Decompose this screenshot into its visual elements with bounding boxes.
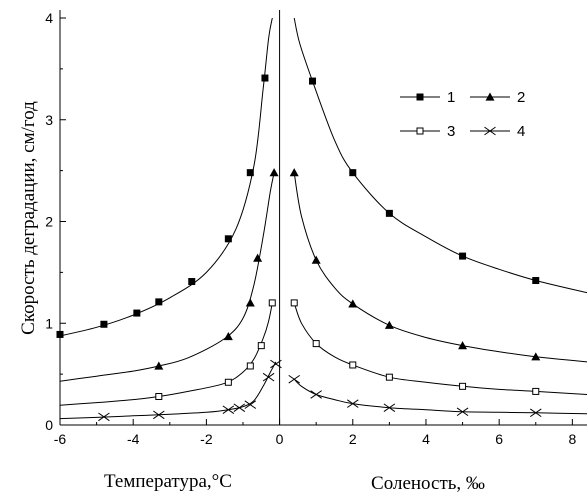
legend-label-3: 3 [447, 123, 455, 140]
tick-labels-layer: 0 1 2 3 4 -6 -4 -2 0 2 4 6 8 [45, 10, 576, 447]
x-axis-label-left: Температура,°C [104, 471, 232, 492]
series-3-point-10 [532, 387, 540, 395]
series-2-point-10 [531, 352, 541, 361]
series-1-point-10 [385, 209, 393, 217]
series-2-point-3 [253, 253, 263, 262]
legend: 1 2 3 4 [400, 89, 525, 140]
series-4-point-4-stroke-b [244, 400, 257, 409]
series-4-point-12-stroke-b [529, 408, 542, 418]
series-4-point-8 [310, 390, 322, 399]
series-1-curve-right [293, 18, 587, 294]
series-3-point-4 [268, 299, 276, 307]
series-3-point-2 [246, 362, 254, 370]
y-axis-label: Скорость деградации, см/год [18, 101, 39, 335]
series-4-point-7-stroke-b [288, 374, 301, 384]
series-1-point-7 [261, 74, 269, 82]
series-2-point-8 [384, 320, 394, 329]
legend-marker-2 [485, 92, 495, 101]
series-2-point-0 [154, 361, 164, 370]
series-2-curve-right [293, 172, 587, 363]
series-4-point-0-stroke-b [98, 412, 110, 422]
series-2-point-1 [223, 331, 233, 341]
series-3-point-9 [459, 382, 467, 390]
series-3-point-8 [385, 373, 393, 381]
series-3-point-3 [257, 342, 265, 350]
x-tick-label--6: -6 [54, 431, 67, 447]
x-tick-label-4: 4 [422, 431, 430, 447]
series-1-point-6 [246, 169, 254, 177]
series-4-point-5-stroke-b [262, 372, 275, 382]
y-tick-label-3: 3 [45, 112, 53, 128]
series-1-point-2 [133, 309, 141, 317]
series-2-point-7 [348, 299, 358, 308]
series-1-point-5 [224, 235, 232, 243]
series-4-point-11-stroke-b [456, 407, 469, 417]
series-1-point-9 [349, 169, 357, 177]
series-2-curve-left [60, 172, 275, 382]
legend-marker-1 [416, 93, 424, 101]
series-2-point-6 [311, 255, 321, 264]
x-axis-label-right: Соленость, ‰ [371, 473, 485, 494]
series-4-point-4 [244, 400, 257, 409]
series-4-point-2 [222, 405, 235, 414]
series-3-point-1 [224, 378, 232, 386]
curves-layer [60, 18, 587, 420]
series-2-point-9 [458, 341, 468, 350]
series-3-point-7 [349, 361, 357, 369]
series-4-point-9-stroke-b [346, 399, 359, 408]
series-1-point-1 [100, 320, 108, 328]
y-tick-label-2: 2 [45, 214, 53, 230]
series-4-point-8-stroke-b [310, 390, 322, 399]
legend-marker-4 [484, 126, 496, 136]
series-4-point-1-stroke-b [153, 410, 165, 420]
axes-layer [59, 10, 587, 426]
series-4-point-10-stroke-b [383, 403, 396, 412]
series-4-point-3 [233, 403, 246, 412]
x-tick-label--4: -4 [127, 431, 140, 447]
markers-layer [56, 74, 542, 422]
series-3-point-5 [290, 299, 298, 307]
series-1-point-8 [309, 77, 317, 85]
series-1-curve-left [60, 18, 273, 337]
y-tick-label-0: 0 [45, 417, 53, 433]
legend-label-2: 2 [517, 89, 525, 106]
legend-marker-3 [416, 127, 424, 135]
series-1-point-3 [155, 298, 163, 306]
series-4-point-5 [262, 372, 275, 382]
series-3-curve-left [60, 302, 273, 406]
x-tick-label-2: 2 [349, 431, 357, 447]
series-2-point-2 [245, 298, 255, 307]
series-3-curve-right [293, 302, 587, 395]
series-1-point-12 [532, 277, 540, 285]
series-4-point-0 [98, 412, 110, 422]
x-tick-label--2: -2 [200, 431, 213, 447]
series-2-point-4 [269, 168, 279, 177]
x-tick-label-8: 8 [568, 431, 576, 447]
series-4-point-9 [346, 399, 359, 408]
x-tick-label-6: 6 [495, 431, 503, 447]
series-2-point-5 [289, 168, 299, 177]
legend-label-1: 1 [447, 89, 455, 106]
y-tick-label-4: 4 [45, 10, 53, 26]
legend-marker-4-stroke-b [484, 126, 496, 136]
legend-label-4: 4 [517, 123, 525, 140]
series-1-point-11 [459, 252, 467, 260]
series-4-point-10 [383, 403, 396, 412]
series-4-point-2-stroke-b [222, 405, 235, 414]
series-4-point-12 [529, 408, 542, 418]
series-1-point-4 [188, 278, 196, 286]
series-3-point-0 [155, 393, 163, 401]
series-3-point-6 [312, 340, 320, 348]
y-tick-label-1: 1 [45, 315, 53, 331]
x-tick-label-0: 0 [276, 431, 284, 447]
series-4-point-3-stroke-b [233, 403, 246, 412]
series-4-point-11 [456, 407, 469, 417]
series-4-point-1 [153, 410, 165, 420]
series-4-point-7 [288, 374, 301, 384]
